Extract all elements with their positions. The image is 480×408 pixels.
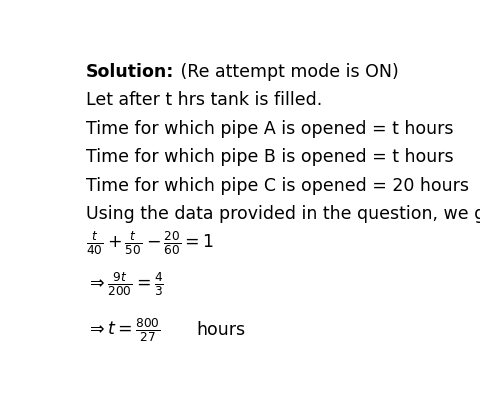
Text: Time for which pipe C is opened = 20 hours: Time for which pipe C is opened = 20 hou… — [86, 177, 468, 195]
Text: $\frac{t}{40}+\frac{t}{50}-\frac{20}{60}=1$: $\frac{t}{40}+\frac{t}{50}-\frac{20}{60}… — [86, 229, 214, 257]
Text: $\Rightarrow\frac{9t}{200}=\frac{4}{3}$: $\Rightarrow\frac{9t}{200}=\frac{4}{3}$ — [86, 270, 164, 297]
Text: hours: hours — [196, 321, 245, 339]
Text: Let after t hrs tank is filled.: Let after t hrs tank is filled. — [86, 91, 322, 109]
Text: (Re attempt mode is ON): (Re attempt mode is ON) — [174, 63, 397, 81]
Text: Using the data provided in the question, we get: Using the data provided in the question,… — [86, 205, 480, 223]
Text: Time for which pipe B is opened = t hours: Time for which pipe B is opened = t hour… — [86, 148, 453, 166]
Text: $\Rightarrow t=\frac{800}{27}$: $\Rightarrow t=\frac{800}{27}$ — [86, 316, 161, 344]
Text: Solution:: Solution: — [86, 63, 174, 81]
Text: Time for which pipe A is opened = t hours: Time for which pipe A is opened = t hour… — [86, 120, 453, 138]
